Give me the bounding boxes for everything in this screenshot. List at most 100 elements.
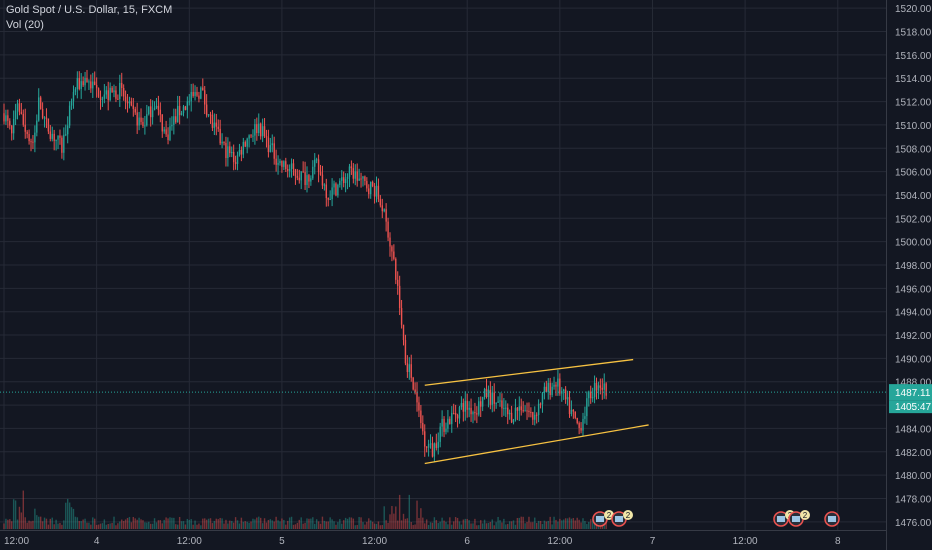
price-tick-label: 1500.00 [895, 238, 932, 249]
volume-bar [317, 521, 320, 529]
volume-indicator-label[interactable]: Vol (20) [6, 19, 44, 31]
candle-body [238, 149, 241, 155]
volume-bar [586, 524, 588, 529]
volume-bar [90, 524, 92, 529]
event-markers[interactable]: 2222 [592, 510, 840, 527]
countdown-box [889, 400, 932, 414]
candle-body [402, 324, 405, 341]
volume-bar [167, 518, 169, 529]
volume-bar [190, 519, 192, 529]
candle-body [28, 134, 30, 142]
volume-bar [80, 521, 82, 529]
candle-body [478, 401, 480, 415]
candle-body [234, 162, 237, 164]
candle-body [337, 184, 339, 196]
price-tick-label: 1488.00 [895, 378, 932, 389]
candle-body [288, 168, 291, 171]
volume-bar [221, 518, 223, 529]
volume-bar [400, 520, 403, 529]
volume-bar [503, 518, 505, 529]
countdown-timer: 05:47 [906, 402, 931, 413]
candle-body [82, 81, 84, 86]
price-axis[interactable]: 1476.001478.001480.001482.001484.001486.… [886, 0, 932, 550]
volume-bar [47, 524, 50, 529]
volume-bar [202, 518, 204, 529]
volume-bar [225, 519, 227, 529]
volume-bar [522, 516, 524, 529]
candle-body [149, 106, 152, 118]
price-tick-label: 1494.00 [895, 308, 932, 319]
time-axis[interactable]: 12:00 4 12:00 5 12:00 6 12:00 7 12:00 8 [0, 530, 886, 548]
candle-body [454, 413, 457, 416]
candle-body [333, 183, 335, 188]
candle-body [128, 101, 131, 104]
candle-body [267, 137, 270, 153]
candle-body [103, 94, 106, 99]
volume-bar [456, 517, 459, 529]
volume-bar [68, 502, 71, 529]
candle-body [398, 285, 401, 309]
channel-line-upper[interactable] [424, 358, 634, 386]
candle-body [418, 402, 420, 411]
candle-body [485, 388, 488, 397]
volume-bar [505, 524, 507, 529]
symbol-title[interactable]: Gold Spot / U.S. Dollar, 15, FXCM [6, 4, 173, 16]
candle-body [441, 418, 443, 427]
price-tick-label: 1504.00 [895, 191, 932, 202]
trend-channel[interactable] [424, 358, 649, 465]
candle-body [566, 397, 569, 400]
volume-bar [244, 521, 246, 529]
candle-body [570, 409, 573, 414]
candle-body [259, 123, 262, 137]
candle-body [167, 134, 169, 141]
candle-body [563, 389, 565, 392]
volume-bar [277, 520, 279, 529]
event-flag-icon [792, 516, 800, 522]
candle-body [3, 113, 5, 122]
volume-bar [175, 524, 177, 529]
candle-body [273, 143, 275, 159]
price-tick-label: 1510.00 [895, 121, 932, 132]
volume-bar [568, 517, 571, 529]
candle-body [126, 101, 129, 104]
candle-body [59, 135, 61, 138]
volume-bar [458, 521, 461, 529]
candle-body [381, 205, 383, 212]
volume-bar [196, 524, 198, 529]
candle-body [534, 414, 536, 420]
volume-bar [113, 516, 115, 529]
candle-body [296, 176, 299, 178]
volume-bar [200, 525, 202, 529]
volume-bar [184, 524, 187, 529]
candle-body [134, 108, 136, 113]
candle-body [65, 134, 67, 136]
volume-bar [591, 518, 594, 529]
time-tick-label: 8 [835, 536, 841, 547]
volume-bar [45, 518, 48, 529]
volume-bar [397, 520, 399, 529]
price-tick-label: 1520.00 [895, 4, 932, 15]
volume-bar [140, 519, 142, 529]
volume-bar [524, 523, 526, 529]
candle-body [526, 410, 528, 412]
volume-bar [429, 522, 432, 529]
volume-bar [398, 494, 401, 529]
price-tick-label: 1506.00 [895, 168, 932, 179]
price-tick-label: 1482.00 [895, 448, 932, 459]
volume-bar [254, 519, 256, 529]
volume-bar [481, 523, 484, 529]
volume-bar [541, 524, 544, 529]
channel-line-lower[interactable] [424, 424, 649, 465]
candle-body [30, 141, 32, 143]
candle-body [404, 340, 407, 364]
candle-body [495, 402, 497, 404]
volume-bar [331, 519, 333, 529]
volume-bar [439, 521, 441, 529]
candle-body [346, 177, 349, 179]
volume-bar [256, 517, 258, 529]
volume-bar [269, 519, 272, 529]
volume-bar [74, 516, 77, 529]
volume-bar [159, 520, 162, 529]
